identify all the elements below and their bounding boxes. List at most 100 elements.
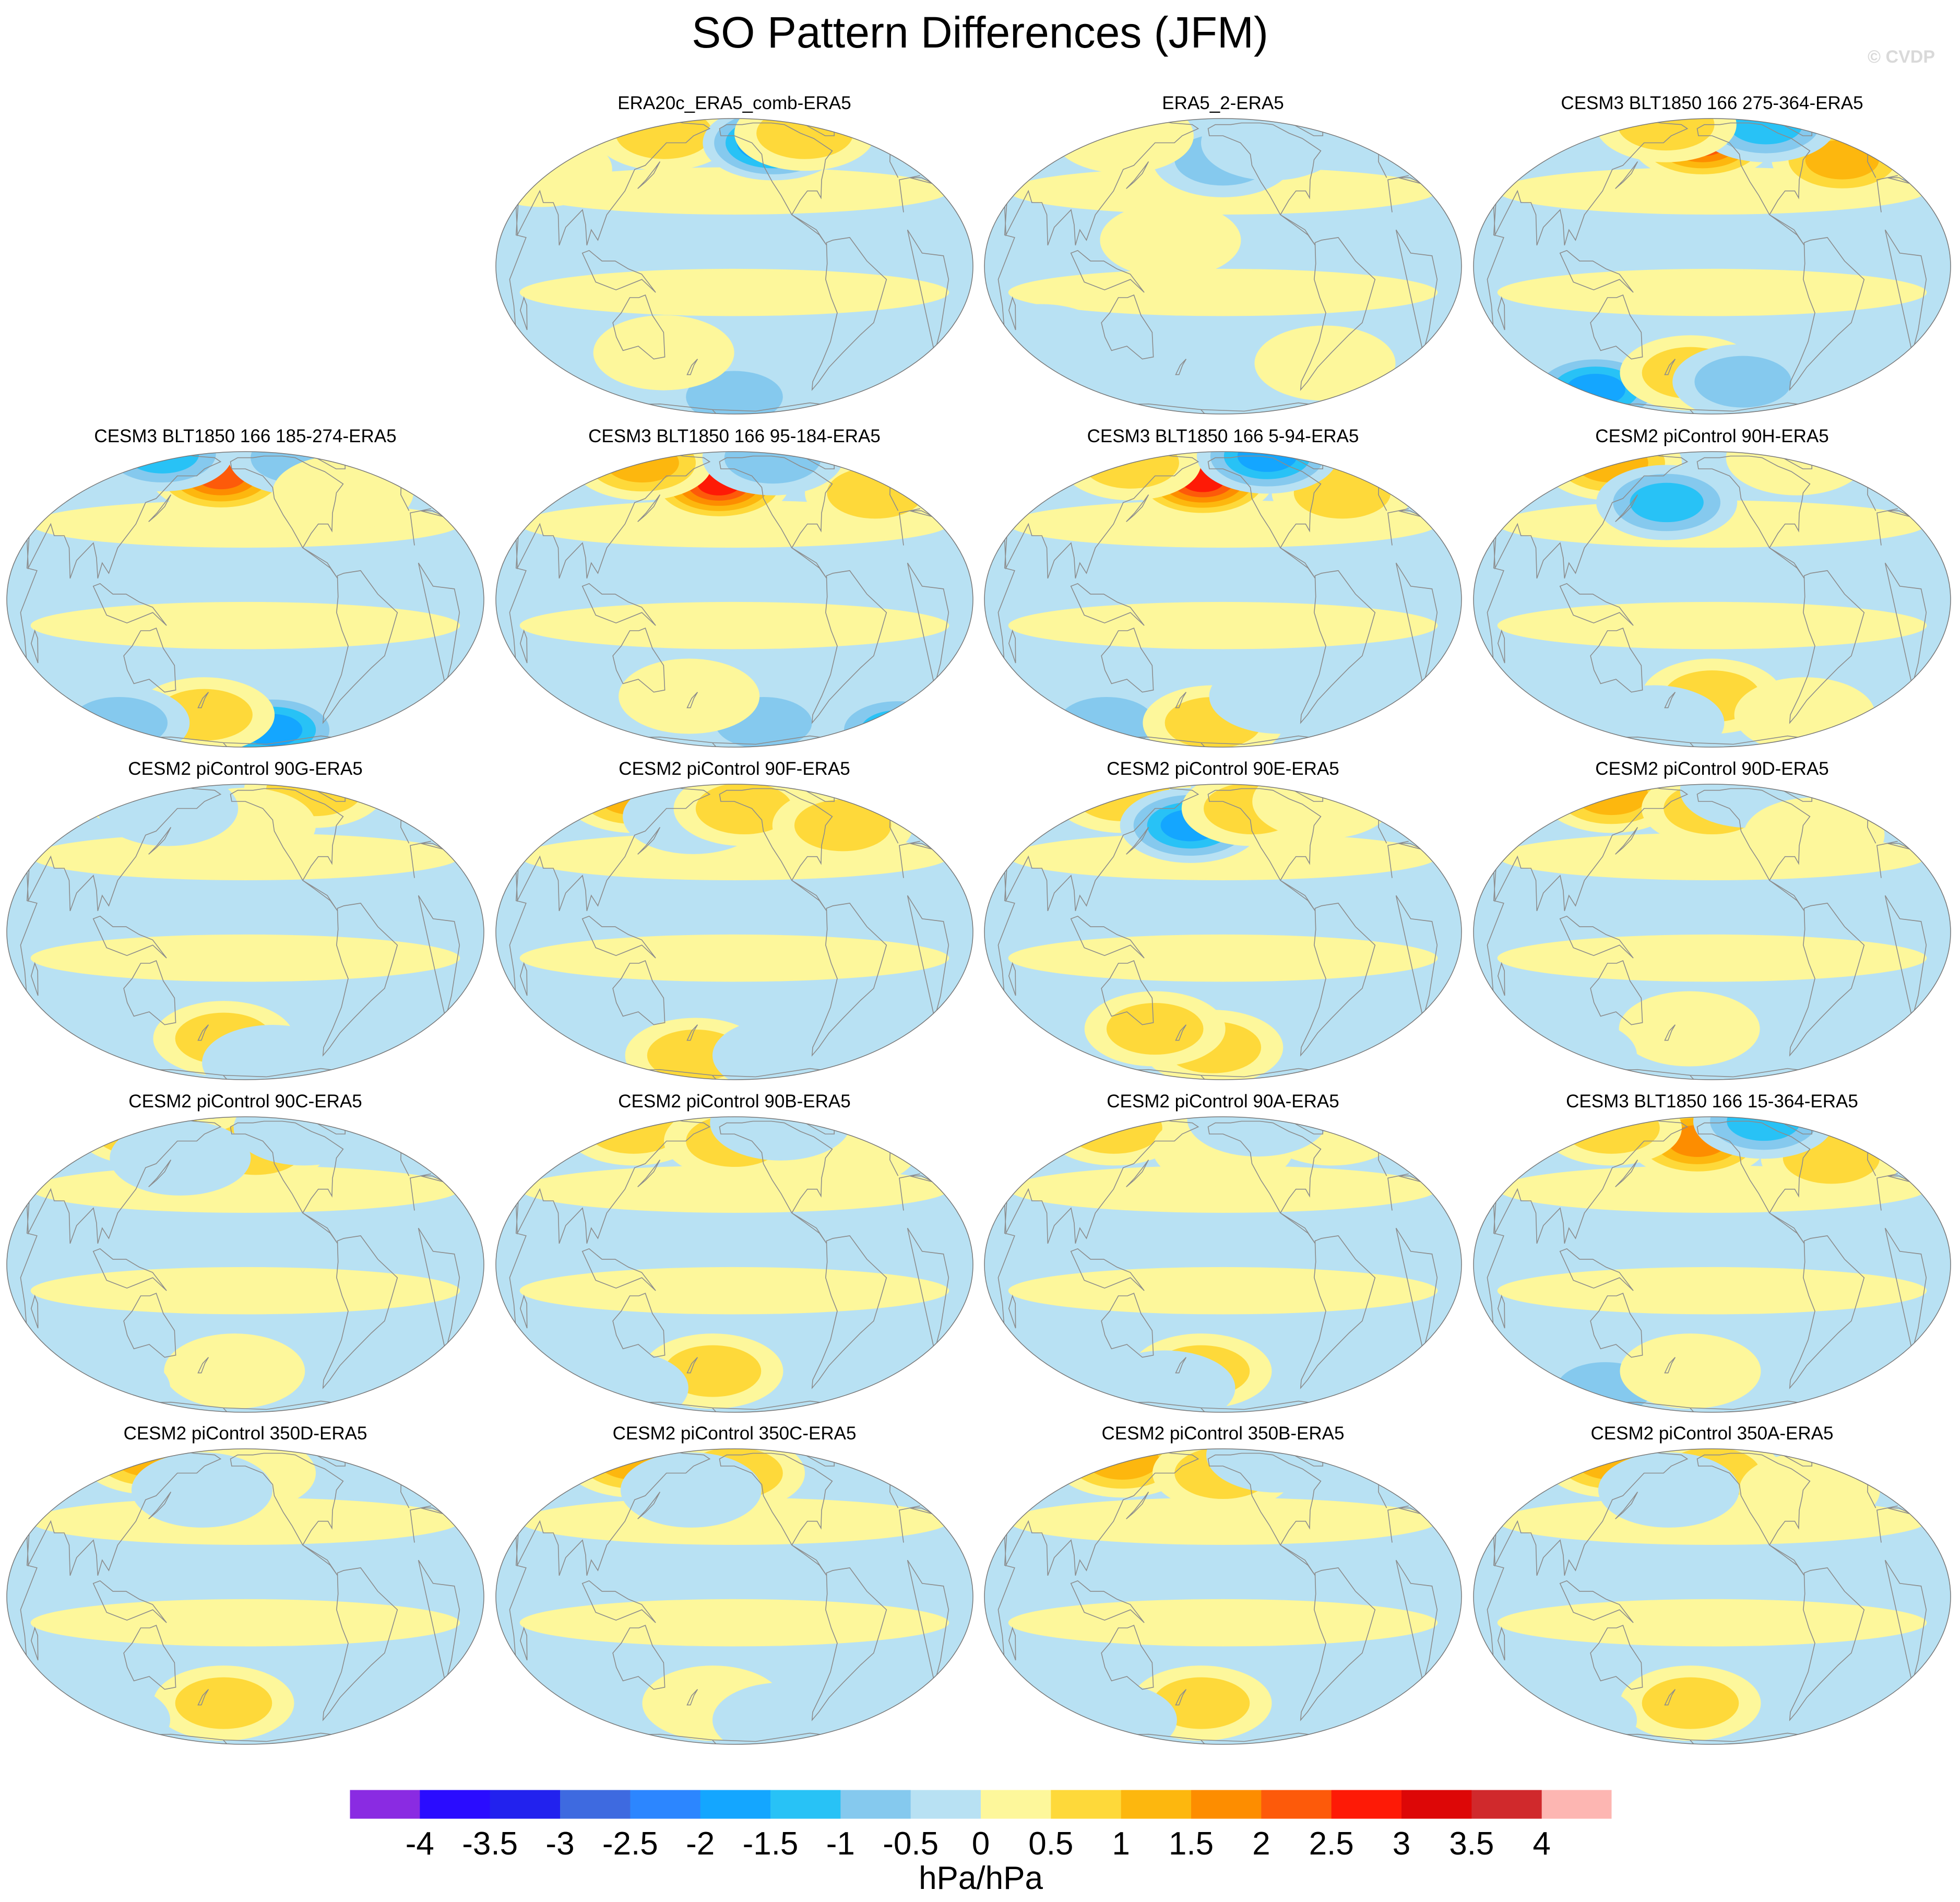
- field-band: [519, 167, 949, 215]
- contour-level: [202, 1024, 343, 1080]
- panel-title: CESM2 piControl 90G-ERA5: [128, 759, 362, 779]
- colorbar-swatch: [490, 1790, 561, 1819]
- panel-title: CESM2 piControl 90D-ERA5: [1595, 759, 1828, 779]
- coastline: [1207, 122, 1322, 246]
- coastline: [148, 1492, 172, 1519]
- map-field: [984, 1449, 1462, 1744]
- contour-level: [1496, 1682, 1637, 1744]
- coastline: [1101, 294, 1154, 360]
- map-border: [984, 784, 1462, 1080]
- field-band: [30, 1497, 460, 1545]
- contour-level: [547, 1350, 688, 1412]
- coastline: [637, 1492, 661, 1519]
- coastline: [719, 1452, 833, 1576]
- colorbar-tick-label: 3.5: [1449, 1826, 1494, 1862]
- coastline: [1101, 1625, 1154, 1690]
- contour-level: [710, 1117, 851, 1161]
- contour-level: [984, 304, 1111, 380]
- coastline: [612, 1625, 666, 1690]
- coastline: [1207, 1452, 1322, 1576]
- coastline: [519, 296, 528, 330]
- map-panel: CESM2 piControl 90E-ERA5: [984, 759, 1462, 1080]
- coastline: [581, 1580, 656, 1623]
- map-panel: ERA5_2-ERA5: [984, 93, 1462, 415]
- panel-title: CESM3 BLT1850 166 5-94-ERA5: [1087, 426, 1359, 446]
- coastline: [20, 1505, 460, 1683]
- coastline: [1487, 1173, 1927, 1351]
- coastline: [1300, 903, 1376, 1057]
- coastline: [519, 1294, 528, 1329]
- map-border: [984, 1116, 1462, 1413]
- coastline: [30, 1626, 39, 1661]
- map-field: [1474, 452, 1951, 747]
- contour-level: [619, 658, 760, 734]
- coastline: [92, 583, 167, 626]
- colorbar-tick-label: -4: [406, 1826, 434, 1862]
- coastline: [1664, 692, 1676, 708]
- map-border: [495, 784, 973, 1080]
- map-border: [6, 784, 484, 1080]
- coastline: [1008, 1294, 1016, 1329]
- map-border: [495, 1448, 973, 1745]
- contour-level: [1100, 202, 1241, 278]
- field-band: [1497, 1599, 1927, 1647]
- coastline: [1487, 508, 1927, 686]
- field-band: [519, 934, 949, 982]
- coastline: [197, 1024, 209, 1041]
- field-band: [1497, 268, 1927, 316]
- contour-level: [1574, 784, 1648, 816]
- coastline: [686, 1024, 698, 1041]
- coastline: [1300, 1567, 1376, 1721]
- map-border: [1473, 1116, 1951, 1413]
- map-border: [984, 1448, 1462, 1745]
- contour-level: [29, 1350, 171, 1412]
- coastline: [1070, 915, 1145, 959]
- colorbar-tick-label: -2: [686, 1826, 715, 1862]
- map-panel: CESM2 piControl 90F-ERA5: [495, 759, 973, 1080]
- colorbar-tick-label: 3: [1393, 1826, 1410, 1862]
- colorbar-swatch: [1331, 1790, 1402, 1819]
- coastline: [719, 122, 833, 246]
- coastline: [997, 1505, 1438, 1683]
- contour-level: [1237, 452, 1297, 472]
- map-panel: CESM2 piControl 90H-ERA5: [1473, 426, 1951, 748]
- coastline: [519, 962, 528, 996]
- field-band: [30, 1599, 460, 1647]
- contour-level: [1187, 1117, 1328, 1157]
- map-field: [984, 119, 1462, 414]
- contour-level: [1058, 696, 1155, 747]
- coastline: [1559, 583, 1634, 626]
- map-border: [1473, 1448, 1951, 1745]
- coastline: [1175, 359, 1187, 375]
- field-band: [30, 601, 460, 649]
- coastline: [1175, 1024, 1187, 1041]
- coastline: [148, 827, 172, 855]
- contour-level: [1094, 1350, 1236, 1412]
- coastline: [322, 1567, 398, 1721]
- contour-level: [1642, 1677, 1739, 1729]
- coastline: [1008, 962, 1016, 996]
- panel-title: CESM2 piControl 90F-ERA5: [619, 759, 850, 779]
- coastline: [1175, 692, 1187, 708]
- coastline: [811, 1567, 887, 1721]
- coastline: [1497, 1294, 1505, 1329]
- panel-title: CESM3 BLT1850 166 95-184-ERA5: [588, 426, 881, 446]
- panel-title: CESM2 piControl 90H-ERA5: [1595, 426, 1828, 446]
- coastline: [612, 1293, 666, 1358]
- colorbar-tick-label: 1.5: [1169, 1826, 1214, 1862]
- coastline: [1008, 296, 1016, 330]
- coastline: [1101, 628, 1154, 693]
- contour-level: [1254, 325, 1396, 401]
- coastline: [1696, 1452, 1811, 1576]
- coastline: [509, 508, 949, 686]
- colorbar-tick-label: -3.5: [462, 1826, 518, 1862]
- contour-level: [593, 315, 734, 391]
- contour-level: [1694, 356, 1792, 408]
- coastline: [1126, 494, 1149, 522]
- contour-level: [1729, 119, 1803, 145]
- coastline: [20, 1173, 460, 1351]
- coastline: [197, 1357, 209, 1374]
- colorbar-tick-label: -3: [545, 1826, 574, 1862]
